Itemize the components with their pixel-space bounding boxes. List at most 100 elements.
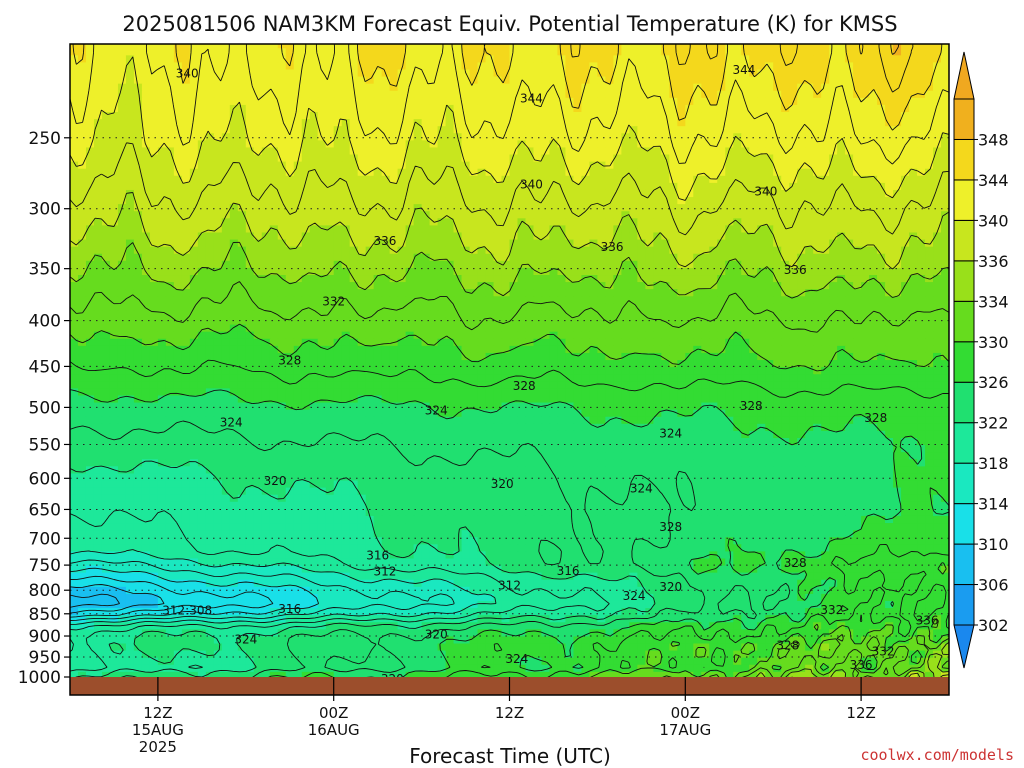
field-cell <box>685 147 694 156</box>
field-cell <box>885 133 894 141</box>
field-cell <box>885 232 894 241</box>
field-cell <box>861 239 870 248</box>
field-cell <box>541 48 551 56</box>
field-cell <box>573 275 583 283</box>
field-cell <box>581 296 591 304</box>
field-cell <box>117 267 127 276</box>
field-cell <box>77 76 87 85</box>
field-cell <box>909 62 918 71</box>
field-cell <box>621 260 630 269</box>
field-cell <box>621 317 630 326</box>
field-cell <box>717 345 726 354</box>
field-cell <box>493 189 503 198</box>
field-cell <box>549 275 559 283</box>
field-cell <box>397 267 407 276</box>
field-cell <box>813 352 822 361</box>
field-cell <box>133 76 143 85</box>
field-cell <box>157 324 167 333</box>
field-cell <box>669 338 678 347</box>
field-cell <box>341 225 351 234</box>
field-cell <box>405 126 415 134</box>
field-cell <box>861 62 870 71</box>
field-cell <box>933 126 942 134</box>
field-cell <box>765 239 774 248</box>
field-cell <box>461 211 471 219</box>
field-cell <box>453 253 463 262</box>
field-cell <box>917 112 926 120</box>
field-cell <box>149 104 159 113</box>
field-cell <box>349 352 359 361</box>
field-cell <box>357 175 367 184</box>
field-cell <box>133 133 143 141</box>
field-cell <box>717 44 726 49</box>
field-cell <box>285 345 295 354</box>
field-cell <box>229 239 239 248</box>
field-cell <box>765 126 774 134</box>
field-cell <box>757 104 766 113</box>
field-cell <box>197 331 207 340</box>
field-cell <box>709 260 718 269</box>
field-cell <box>701 317 710 326</box>
field-cell <box>573 225 583 234</box>
field-cell <box>565 48 575 56</box>
field-cell <box>141 239 151 248</box>
field-cell <box>429 175 439 184</box>
field-cell <box>605 62 614 71</box>
field-cell <box>749 296 758 304</box>
field-cell <box>237 352 247 361</box>
field-cell <box>893 345 902 354</box>
field-cell <box>101 204 111 212</box>
field-cell <box>237 69 247 78</box>
field-cell <box>701 69 710 78</box>
field-cell <box>653 338 662 347</box>
field-cell <box>413 246 423 255</box>
field-cell <box>709 253 718 262</box>
field-cell <box>205 97 215 106</box>
field-cell <box>925 218 934 227</box>
field-cell <box>765 189 774 198</box>
field-cell <box>133 260 143 269</box>
field-cell <box>269 310 279 319</box>
field-cell <box>733 275 742 283</box>
field-cell <box>597 48 606 56</box>
field-cell <box>605 112 614 120</box>
field-cell <box>845 175 854 184</box>
field-cell <box>597 289 606 297</box>
field-cell <box>421 154 431 163</box>
field-cell <box>933 246 942 255</box>
field-cell <box>269 55 279 64</box>
field-cell <box>629 62 638 71</box>
field-cell <box>381 48 391 56</box>
field-cell <box>573 218 583 227</box>
field-cell <box>741 97 750 106</box>
field-cell <box>197 83 207 92</box>
field-cell <box>429 296 439 304</box>
field-cell <box>757 253 766 262</box>
field-cell <box>901 218 910 227</box>
field-cell <box>293 76 303 85</box>
field-cell <box>533 296 543 304</box>
field-cell <box>653 296 662 304</box>
field-cell <box>613 267 622 276</box>
field-cell <box>301 303 311 312</box>
field-cell <box>837 161 846 170</box>
field-cell <box>549 133 559 141</box>
field-cell <box>885 97 894 106</box>
field-cell <box>157 55 167 64</box>
field-cell <box>357 338 367 347</box>
field-cell <box>837 133 846 141</box>
field-cell <box>893 296 902 304</box>
field-cell <box>501 119 511 127</box>
field-cell <box>757 282 766 290</box>
field-cell <box>789 345 798 354</box>
field-cell <box>845 331 854 340</box>
field-cell <box>693 48 702 56</box>
field-cell <box>117 119 127 127</box>
field-cell <box>525 175 535 184</box>
field-cell <box>741 154 750 163</box>
field-cell <box>885 119 894 127</box>
field-cell <box>869 83 878 92</box>
field-cell <box>485 197 495 205</box>
field-cell <box>781 260 790 269</box>
field-cell <box>413 154 423 163</box>
